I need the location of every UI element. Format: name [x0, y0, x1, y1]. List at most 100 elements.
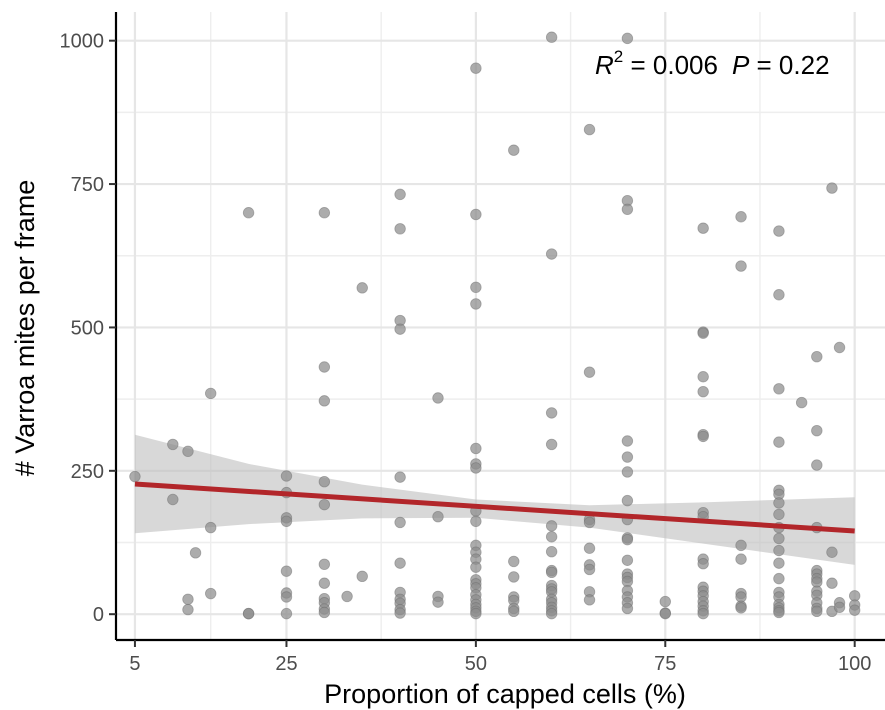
data-point: [583, 563, 596, 576]
data-point: [697, 430, 709, 443]
data-point: [280, 607, 293, 620]
data-point: [826, 182, 838, 194]
confidence-band: [134, 434, 855, 565]
data-points: [129, 31, 861, 620]
data-point: [545, 607, 558, 620]
data-point: [773, 544, 785, 557]
data-point: [773, 572, 785, 585]
y-tick-label: 500: [71, 317, 104, 339]
data-point: [318, 558, 331, 570]
data-point: [470, 515, 482, 527]
data-point: [583, 516, 596, 529]
data-point: [280, 591, 293, 603]
data-point: [318, 361, 331, 373]
data-point: [659, 607, 671, 620]
data-point: [432, 596, 444, 608]
data-point: [242, 607, 255, 620]
data-point: [394, 607, 406, 619]
data-point: [621, 451, 634, 463]
data-point: [394, 223, 406, 235]
y-tick-label: 1000: [60, 31, 105, 53]
r-squared-exponent: 2: [614, 47, 623, 66]
x-tick-label: 100: [838, 653, 871, 675]
data-point: [826, 577, 838, 589]
data-point: [394, 516, 406, 529]
data-point: [470, 281, 482, 293]
data-point: [773, 383, 785, 395]
y-tick-label: 0: [93, 604, 104, 626]
data-point: [280, 470, 293, 482]
regression-line: [134, 481, 855, 534]
data-point: [848, 604, 861, 616]
data-point: [621, 494, 634, 507]
data-point: [545, 520, 558, 532]
data-point: [508, 555, 520, 568]
x-tick-label: 25: [275, 653, 297, 675]
data-point: [205, 587, 217, 600]
data-point: [773, 508, 785, 521]
data-point: [583, 594, 596, 606]
data-point: [545, 438, 558, 451]
data-point: [470, 561, 482, 573]
data-point: [697, 558, 709, 570]
data-point: [697, 371, 709, 383]
data-point: [811, 424, 823, 437]
data-point: [205, 387, 217, 400]
data-point: [545, 531, 558, 543]
data-point: [394, 557, 406, 569]
data-point: [621, 602, 634, 615]
p-value-symbol: P: [732, 50, 750, 80]
data-point: [735, 602, 747, 614]
data-point: [318, 498, 331, 511]
y-tick-label: 250: [71, 461, 104, 483]
x-tick-label: 50: [465, 653, 487, 675]
data-point: [545, 31, 558, 43]
data-point: [182, 593, 194, 605]
axes: [114, 12, 885, 642]
data-point: [697, 327, 709, 339]
data-point: [318, 207, 331, 219]
data-point: [621, 32, 634, 45]
data-point: [773, 532, 785, 545]
data-point: [182, 603, 194, 616]
y-axis-title: # Varroa mites per frame: [10, 180, 40, 477]
stats-annotation: R2 = 0.006 P = 0.22: [595, 47, 830, 80]
p-value-value: = 0.22: [749, 50, 829, 80]
data-point: [432, 392, 444, 404]
data-point: [318, 606, 331, 619]
data-point: [621, 435, 634, 447]
data-point: [318, 395, 331, 407]
data-point: [811, 350, 823, 363]
data-point: [773, 436, 785, 448]
data-point: [356, 282, 368, 294]
y-tick-label: 750: [71, 174, 104, 196]
data-point: [735, 260, 747, 272]
data-point: [470, 442, 482, 455]
data-point: [508, 605, 520, 618]
data-point: [621, 466, 634, 478]
data-point: [356, 570, 368, 583]
data-point: [773, 289, 785, 301]
data-point: [773, 606, 785, 619]
data-point: [280, 515, 293, 527]
data-point: [318, 476, 331, 488]
x-tick-label: 5: [129, 653, 140, 675]
data-point: [508, 144, 520, 156]
data-point: [394, 323, 406, 335]
data-point: [621, 554, 634, 566]
data-point: [697, 222, 709, 234]
data-point: [773, 557, 785, 569]
data-point: [697, 607, 709, 620]
data-point: [189, 547, 202, 559]
data-point: [659, 595, 671, 608]
data-point: [318, 577, 331, 589]
x-tick-label: 75: [654, 653, 676, 675]
data-point: [795, 396, 808, 409]
fit-line-layer: [134, 481, 855, 534]
data-point: [545, 545, 558, 558]
data-point: [508, 571, 520, 583]
data-point: [583, 123, 596, 136]
data-point: [341, 590, 353, 603]
